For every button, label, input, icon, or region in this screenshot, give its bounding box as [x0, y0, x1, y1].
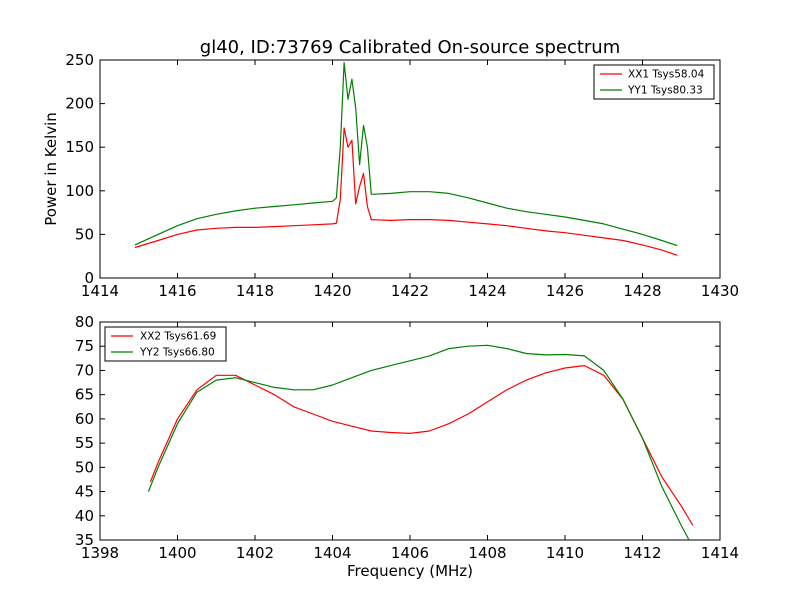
- top-plot: 1414 1416 1418 1420 1422 1424 1426 1428 1430 0 50 1…: [42, 51, 739, 300]
- bottom-legend: XX2 Tsys61.69 YY2 Tsys66.80: [104, 326, 227, 362]
- bottom-series-line-1: [147, 344, 690, 541]
- bottom-x-tick-label: 1412: [623, 544, 661, 562]
- bottom-x-tick-label: 1400: [158, 544, 196, 562]
- top-legend-label-xx1: XX1 Tsys58.04: [628, 69, 705, 81]
- bottom-x-tick-label: 1398: [81, 544, 119, 562]
- top-axis-ticks: 1414 1416 1418 1420 1422 1424 1426 1428 1430 0 50 1…: [65, 51, 739, 300]
- top-x-tick-label: 1430: [701, 282, 739, 300]
- bottom-x-tick-label: 1408: [468, 544, 506, 562]
- top-series-line-0: [134, 127, 678, 256]
- top-y-tick-label: 150: [65, 138, 94, 156]
- bottom-x-tick-label: 1402: [236, 544, 274, 562]
- bottom-y-tick-label: 60: [75, 410, 94, 428]
- bottom-series-line-0: [149, 365, 694, 526]
- bottom-y-tick-label: 80: [75, 313, 94, 331]
- bottom-y-tick-label: 40: [75, 507, 94, 525]
- top-series-line-1: [134, 61, 678, 247]
- bottom-y-tick-label: 55: [75, 434, 94, 452]
- bottom-y-tick-label: 70: [75, 361, 94, 379]
- top-x-tick-label: 1414: [81, 282, 119, 300]
- bottom-x-axis-label: Frequency (MHz): [347, 562, 473, 580]
- top-y-tick-label: 50: [75, 225, 94, 243]
- top-x-tick-label: 1416: [158, 282, 196, 300]
- top-x-tick-label: 1422: [391, 282, 429, 300]
- bottom-y-tick-label: 65: [75, 386, 94, 404]
- top-x-tick-label: 1420: [313, 282, 351, 300]
- bottom-x-tick-label: 1410: [546, 544, 584, 562]
- top-legend: XX1 Tsys58.04 YY1 Tsys80.33: [593, 64, 715, 100]
- top-y-tick-label: 100: [65, 182, 94, 200]
- top-series-lines: [134, 61, 678, 256]
- bottom-y-tick-label: 75: [75, 337, 94, 355]
- bottom-legend-label-xx2: XX2 Tsys61.69: [140, 331, 216, 343]
- top-legend-box: [593, 64, 715, 100]
- bottom-series-lines: [147, 344, 694, 541]
- bottom-y-tick-label: 50: [75, 458, 94, 476]
- bottom-legend-label-yy2: YY2 Tsys66.80: [139, 347, 215, 359]
- top-x-tick-label: 1418: [236, 282, 274, 300]
- bottom-axis-ticks: 1398 1400 1402 1404 1406 1408 1410 1412 1414 35 40…: [75, 313, 739, 562]
- bottom-y-tick-label: 35: [75, 531, 94, 549]
- top-x-tick-label: 1426: [546, 282, 584, 300]
- top-x-tick-label: 1428: [623, 282, 661, 300]
- bottom-x-tick-label: 1414: [701, 544, 739, 562]
- bottom-legend-box: [104, 326, 227, 362]
- top-x-tick-label: 1424: [468, 282, 506, 300]
- figure-title: gl40, ID:73769 Calibrated On-source spec…: [200, 37, 620, 58]
- top-y-tick-label: 0: [84, 269, 94, 287]
- bottom-y-tick-label: 45: [75, 483, 94, 501]
- top-y-tick-label: 200: [65, 95, 94, 113]
- top-legend-label-yy1: YY1 Tsys80.33: [627, 85, 703, 97]
- top-y-tick-label: 250: [65, 51, 94, 69]
- bottom-x-tick-label: 1406: [391, 544, 429, 562]
- bottom-plot: 1398 1400 1402 1404 1406 1408 1410 1412 1414 35 40…: [75, 313, 739, 580]
- bottom-x-tick-label: 1404: [313, 544, 351, 562]
- top-y-axis-label: Power in Kelvin: [42, 112, 60, 226]
